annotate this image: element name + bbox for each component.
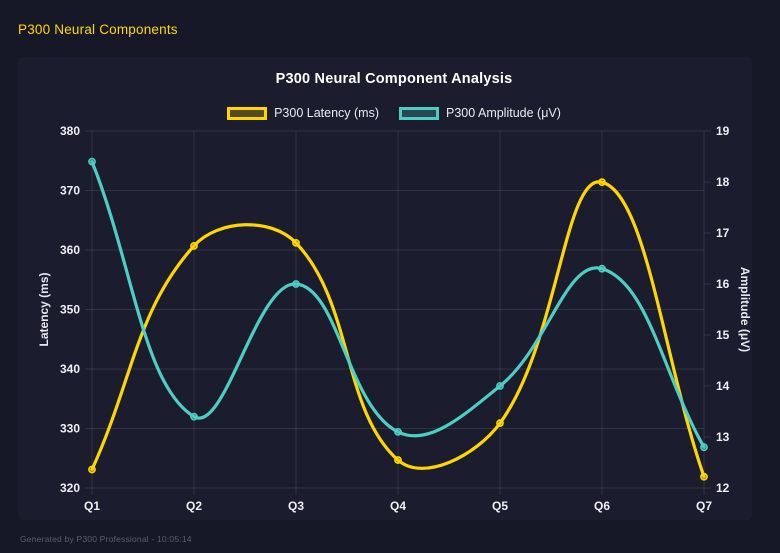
latency-data-point[interactable] xyxy=(598,178,606,187)
amplitude-data-point[interactable] xyxy=(190,412,198,421)
page-title: P300 Neural Components xyxy=(18,22,178,37)
legend-item-latency[interactable]: P300 Latency (ms) xyxy=(227,106,379,120)
latency-data-point[interactable] xyxy=(496,419,504,428)
latency-data-point[interactable] xyxy=(292,238,300,247)
latency-data-point[interactable] xyxy=(88,465,96,474)
left-tick-label: 350 xyxy=(60,303,80,317)
amplitude-data-point[interactable] xyxy=(700,443,708,452)
right-axis-title: Amplitude (μV) xyxy=(738,267,752,352)
right-tick-label: 16 xyxy=(716,277,730,291)
latency-line xyxy=(90,180,706,479)
legend-label-amplitude: P300 Amplitude (μV) xyxy=(446,106,561,120)
chart-panel: 320 330 340 350 360 370 380 12 13 14 15 16 17 18 19 Q1 Q… xyxy=(18,57,752,520)
left-axis-title: Latency (ms) xyxy=(37,272,51,346)
amplitude-data-point[interactable] xyxy=(88,157,96,166)
right-tick-label: 13 xyxy=(716,430,730,444)
left-tick-label: 370 xyxy=(60,184,80,198)
legend-item-amplitude[interactable]: P300 Amplitude (μV) xyxy=(399,106,561,120)
chart-legend: P300 Latency (ms) P300 Amplitude (μV) xyxy=(18,106,752,120)
right-tick-label: 17 xyxy=(716,226,730,240)
latency-data-point[interactable] xyxy=(700,472,708,481)
amplitude-line xyxy=(90,160,706,449)
x-tick-label: Q1 xyxy=(84,499,100,513)
chart-title: P300 Neural Component Analysis xyxy=(275,71,513,87)
footer-note: Generated by P300 Professional - 10:05:1… xyxy=(20,534,192,544)
x-tick-label: Q4 xyxy=(390,499,406,513)
chart-canvas[interactable]: 320 330 340 350 360 370 380 12 13 14 15 16 17 18 19 Q1 Q… xyxy=(18,57,752,520)
left-tick-label: 320 xyxy=(60,481,80,495)
amplitude-data-point[interactable] xyxy=(394,427,402,436)
x-tick-label: Q2 xyxy=(186,499,202,513)
right-tick-label: 18 xyxy=(716,175,730,189)
amplitude-swatch-icon xyxy=(399,106,439,120)
right-tick-label: 19 xyxy=(716,124,730,138)
left-tick-label: 360 xyxy=(60,243,80,257)
left-tick-label: 380 xyxy=(60,124,80,138)
right-tick-label: 15 xyxy=(716,328,730,342)
x-tick-label: Q5 xyxy=(492,499,508,513)
latency-data-point[interactable] xyxy=(394,456,402,464)
amplitude-data-point[interactable] xyxy=(496,382,504,390)
latency-swatch-icon xyxy=(227,106,268,120)
x-tick-label: Q3 xyxy=(288,499,304,513)
x-tick-label: Q7 xyxy=(696,499,712,513)
right-tick-label: 12 xyxy=(716,481,730,495)
amplitude-data-point[interactable] xyxy=(292,280,300,288)
left-tick-label: 340 xyxy=(60,362,80,376)
legend-label-latency: P300 Latency (ms) xyxy=(274,106,379,120)
x-tick-label: Q6 xyxy=(594,499,610,513)
latency-data-point[interactable] xyxy=(190,241,198,250)
left-tick-label: 330 xyxy=(60,422,80,436)
amplitude-data-point[interactable] xyxy=(598,264,606,273)
right-tick-label: 14 xyxy=(716,379,730,393)
